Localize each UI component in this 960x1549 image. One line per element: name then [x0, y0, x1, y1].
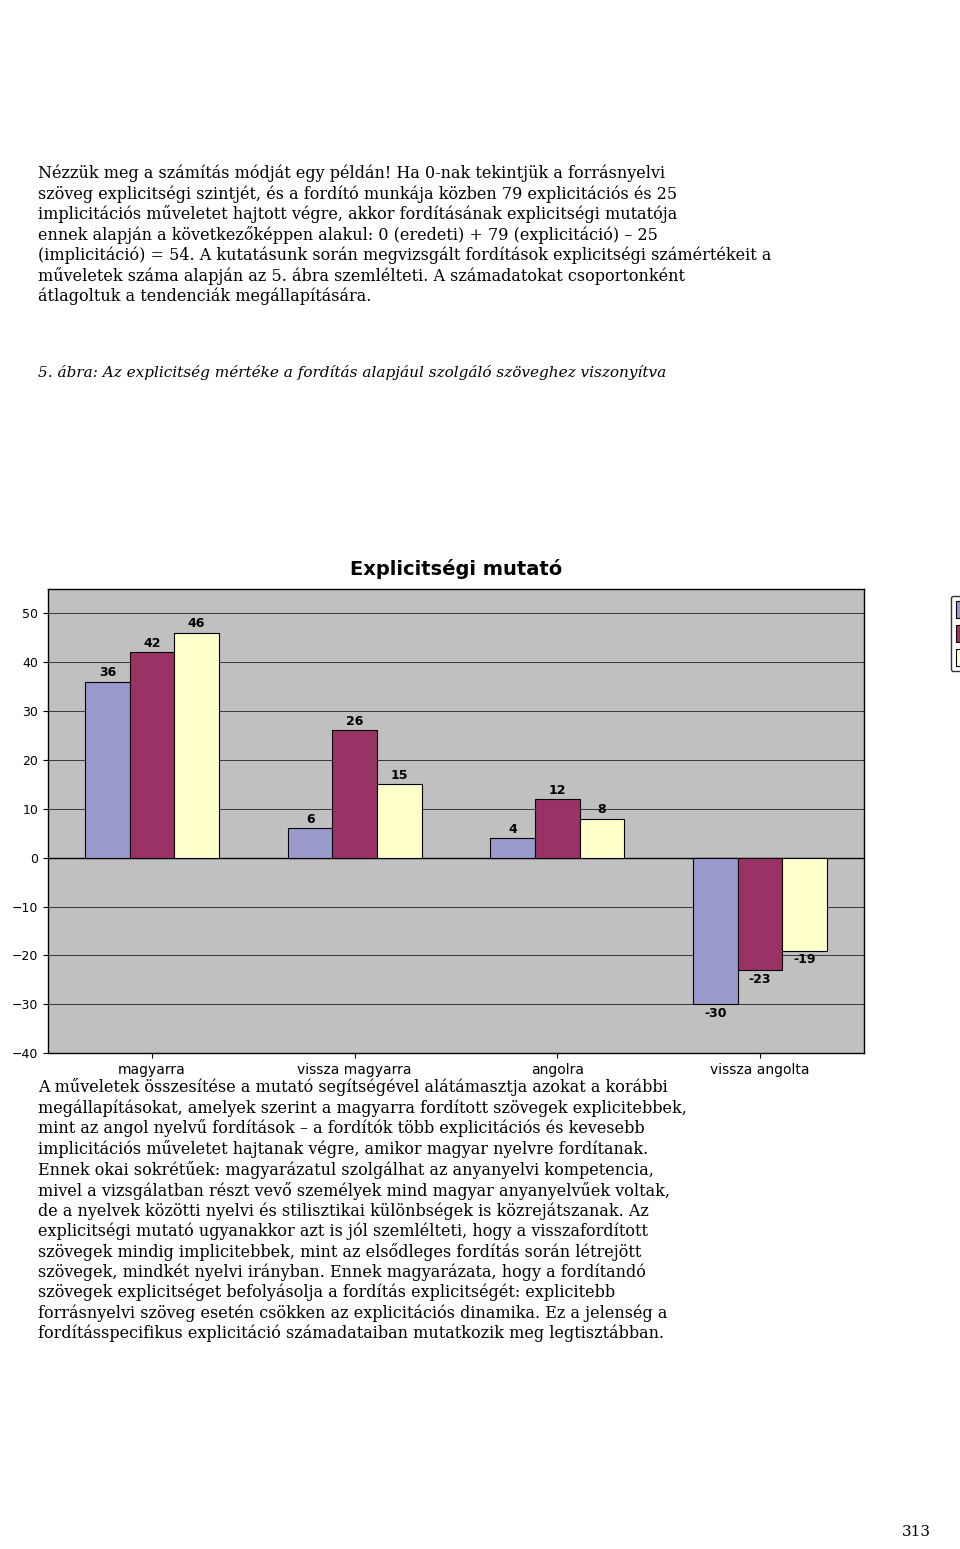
Bar — [580, 818, 624, 858]
Text: 8: 8 — [598, 802, 607, 816]
Bar — [332, 731, 377, 858]
Text: 5. ábra: Az explicitség mértéke a fordítás alapjául szolgáló szöveghez viszonyít: 5. ábra: Az explicitség mértéke a fordít… — [38, 366, 666, 380]
Text: 46: 46 — [188, 617, 205, 630]
Text: 15: 15 — [391, 768, 408, 782]
Text: 42: 42 — [143, 637, 160, 649]
Text: -30: -30 — [705, 1007, 727, 1019]
Bar — [85, 682, 130, 858]
Title: Explicitségi mutató: Explicitségi mutató — [349, 559, 563, 579]
Bar — [175, 632, 219, 858]
Text: 4: 4 — [509, 823, 517, 835]
Bar — [782, 858, 827, 951]
Text: Nézzük meg a számítás módját egy példán! Ha 0-nak tekintjük a forrásnyelvi
szöve: Nézzük meg a számítás módját egy példán!… — [38, 164, 772, 305]
Bar — [737, 858, 782, 970]
Text: 12: 12 — [548, 784, 566, 796]
Bar — [130, 652, 175, 858]
Text: -19: -19 — [793, 953, 816, 967]
Bar — [491, 838, 535, 858]
Bar — [535, 799, 580, 858]
Bar — [377, 784, 421, 858]
Bar — [693, 858, 737, 1004]
Text: 313: 313 — [902, 1526, 931, 1540]
Text: 36: 36 — [99, 666, 116, 678]
Text: -23: -23 — [749, 973, 771, 985]
Text: 6: 6 — [305, 813, 314, 826]
Text: 26: 26 — [346, 716, 363, 728]
Text: A műveletek összesítése a mutató segítségével alátámasztja azokat a korábbi
megá: A műveletek összesítése a mutató segítsé… — [38, 1078, 687, 1341]
Legend: T, H, P: T, H, P — [950, 595, 960, 671]
Bar — [288, 829, 332, 858]
